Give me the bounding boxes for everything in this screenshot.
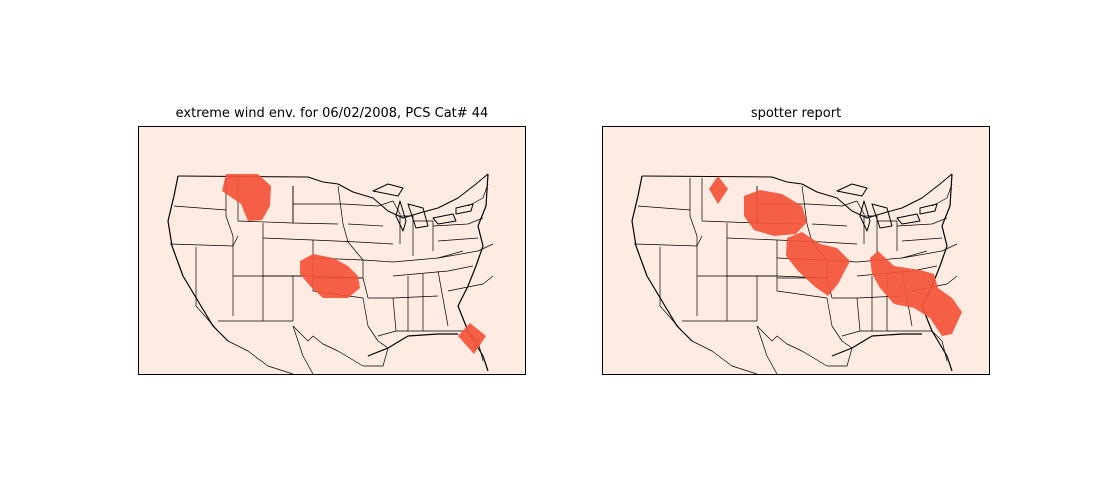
data-regions bbox=[709, 176, 962, 336]
right-panel-title: spotter report bbox=[750, 106, 842, 121]
state-borders bbox=[167, 173, 494, 375]
region-polygon bbox=[300, 254, 360, 298]
map-frame bbox=[602, 126, 990, 375]
left-map bbox=[138, 126, 526, 375]
map-frame bbox=[138, 126, 526, 375]
left-panel-title: extreme wind env. for 06/02/2008, PCS Ca… bbox=[175, 106, 489, 121]
region-polygon bbox=[744, 190, 807, 236]
region-polygon bbox=[870, 251, 962, 336]
region-polygon bbox=[458, 323, 486, 354]
region-polygon bbox=[222, 174, 271, 221]
region-polygon bbox=[709, 176, 728, 204]
region-polygon bbox=[786, 232, 850, 296]
data-regions bbox=[222, 174, 486, 354]
right-map bbox=[602, 126, 990, 375]
